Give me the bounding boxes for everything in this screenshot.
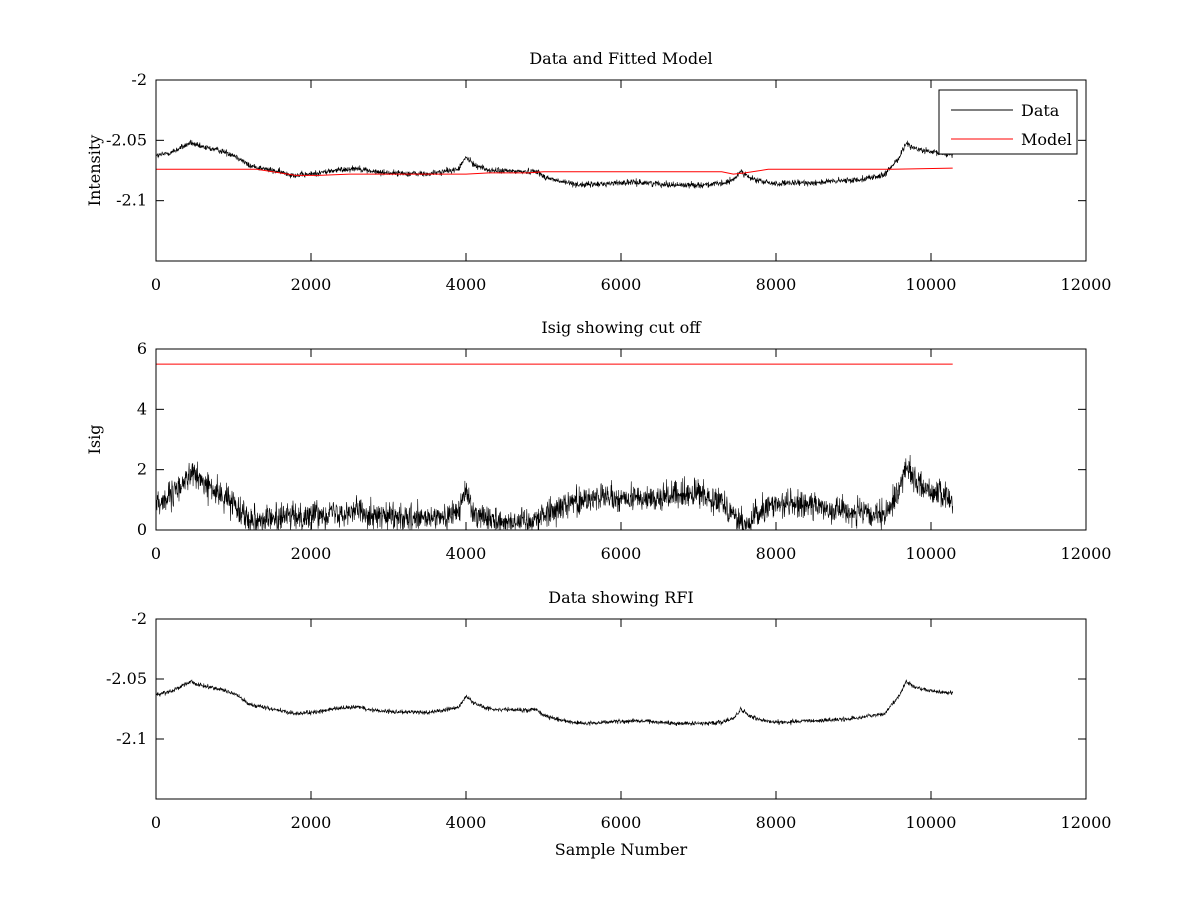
x-tick-label: 6000 (601, 544, 642, 563)
plot-area (156, 619, 1086, 799)
y-axis-label: Intensity (85, 135, 104, 207)
chart-title: Data showing RFI (548, 588, 693, 607)
x-tick-label: 10000 (906, 544, 957, 563)
y-tick-label: -2.1 (116, 729, 147, 748)
x-tick-label: 4000 (446, 813, 487, 832)
x-tick-label: 8000 (756, 544, 797, 563)
plot-area (156, 80, 1086, 261)
x-tick-label: 12000 (1061, 813, 1112, 832)
y-tick-label: -2.05 (106, 669, 147, 688)
y-tick-label: -2.1 (116, 191, 147, 210)
x-axis-label: Sample Number (555, 840, 688, 859)
x-tick-label: 12000 (1061, 275, 1112, 294)
plot-area (156, 349, 1086, 530)
y-tick-label: -2 (131, 70, 147, 89)
y-tick-label: -2 (131, 609, 147, 628)
chart-title: Isig showing cut off (541, 318, 702, 337)
x-tick-label: 0 (151, 275, 161, 294)
y-axis-label: Isig (85, 425, 104, 455)
series-line-isig (156, 455, 953, 530)
x-tick-label: 4000 (446, 544, 487, 563)
x-tick-label: 6000 (601, 275, 642, 294)
y-tick-label: -2.05 (106, 130, 147, 149)
panel2: 0 2000 4000 6000 8000 10000 12000 0 2 4 6 Isig show… (85, 318, 1111, 563)
legend-box (938, 89, 1078, 155)
x-tick-label: 0 (151, 813, 161, 832)
panel1: 0 2000 4000 6000 8000 10000 12000 -2 -2.05 -2.1 Da… (85, 49, 1111, 294)
series-line-model (156, 167, 953, 176)
y-tick-label: 6 (137, 339, 147, 358)
x-tick-label: 10000 (906, 275, 957, 294)
legend: Data Model (938, 89, 1078, 155)
x-tick-label: 6000 (601, 813, 642, 832)
y-tick-label: 4 (137, 399, 147, 418)
y-tick-label: 0 (137, 520, 147, 539)
y-tick-label: 2 (137, 460, 147, 479)
x-tick-label: 4000 (446, 275, 487, 294)
chart-title: Data and Fitted Model (529, 49, 712, 68)
legend-label: Model (1021, 130, 1072, 149)
panel3: 0 2000 4000 6000 8000 10000 12000 -2 -2.05 -2.1 Da… (106, 588, 1111, 859)
x-tick-label: 0 (151, 544, 161, 563)
x-tick-label: 10000 (906, 813, 957, 832)
x-tick-label: 2000 (291, 275, 332, 294)
x-tick-label: 2000 (291, 544, 332, 563)
x-tick-label: 12000 (1061, 544, 1112, 563)
legend-label: Data (1021, 101, 1060, 120)
series-line-data (156, 679, 953, 727)
x-tick-label: 8000 (756, 813, 797, 832)
x-tick-label: 2000 (291, 813, 332, 832)
x-tick-label: 8000 (756, 275, 797, 294)
